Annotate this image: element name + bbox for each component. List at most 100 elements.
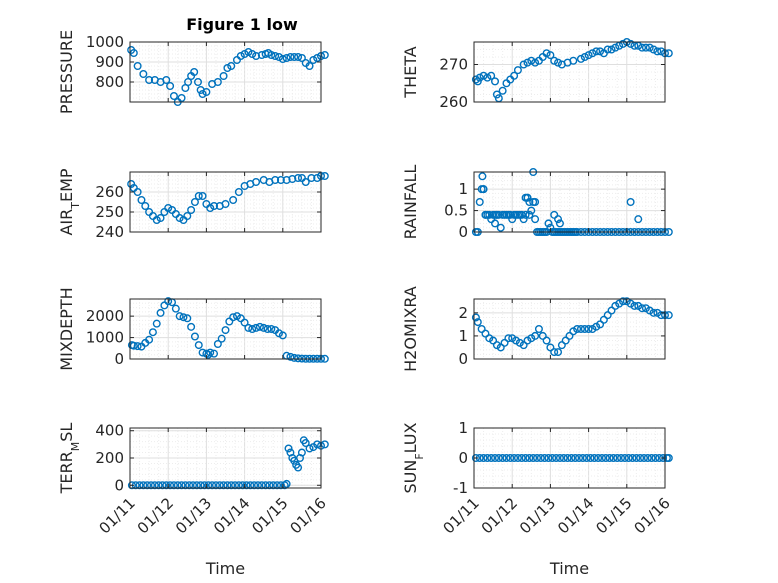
data-point — [576, 54, 585, 63]
y-tick-label: 0 — [114, 350, 124, 368]
data-point — [487, 454, 496, 463]
data-point — [506, 210, 515, 219]
data-point — [634, 215, 643, 224]
data-point — [664, 454, 673, 463]
data-point — [252, 323, 261, 332]
data-point — [187, 205, 196, 214]
data-point — [227, 62, 236, 71]
data-point — [166, 481, 175, 490]
data-point — [477, 325, 486, 334]
axes-frame — [473, 298, 666, 360]
data-point — [483, 73, 492, 82]
data-point — [187, 322, 196, 331]
data-point — [594, 454, 603, 463]
data-point — [485, 210, 494, 219]
data-point — [213, 77, 222, 86]
data-point — [544, 219, 553, 228]
data-point — [137, 195, 146, 204]
data-point — [286, 352, 295, 361]
data-point — [617, 454, 626, 463]
data-point — [649, 45, 658, 54]
data-point — [221, 326, 230, 335]
data-point — [177, 481, 186, 490]
data-point — [164, 297, 173, 306]
data-point — [190, 197, 199, 206]
data-point — [525, 197, 534, 206]
data-point — [481, 329, 490, 338]
data-point — [513, 454, 522, 463]
data-point — [479, 454, 488, 463]
data-point — [198, 191, 207, 200]
data-point — [565, 331, 574, 340]
data-point — [659, 454, 668, 463]
data-point — [280, 481, 289, 490]
data-point — [580, 53, 589, 62]
data-point — [271, 52, 280, 61]
data-point — [531, 331, 540, 340]
data-point — [229, 195, 238, 204]
data-point — [231, 481, 240, 490]
data-point — [517, 210, 526, 219]
data-point — [320, 171, 329, 180]
data-point — [252, 52, 261, 61]
data-point — [297, 54, 306, 63]
data-point — [162, 75, 171, 84]
data-point — [194, 191, 203, 200]
data-point — [238, 481, 247, 490]
data-point — [198, 89, 207, 98]
data-point — [248, 50, 257, 59]
data-point — [544, 454, 553, 463]
data-point — [479, 71, 488, 80]
data-point — [550, 56, 559, 65]
data-point — [148, 328, 157, 337]
data-point — [282, 479, 291, 488]
data-point — [192, 481, 201, 490]
data-point — [603, 45, 612, 54]
data-point — [540, 454, 549, 463]
data-point — [491, 219, 500, 228]
data-point — [498, 454, 507, 463]
data-point — [653, 47, 662, 56]
data-point — [538, 331, 547, 340]
data-point — [534, 325, 543, 334]
data-point — [639, 454, 648, 463]
y-tick-label: 1000 — [86, 329, 124, 347]
data-point — [282, 54, 291, 63]
y-tick-label: 900 — [95, 53, 124, 71]
data-point — [294, 354, 303, 363]
data-point — [169, 481, 178, 490]
data-point — [586, 454, 595, 463]
data-point — [597, 454, 606, 463]
data-point — [288, 174, 297, 183]
data-point — [618, 39, 627, 48]
data-point — [278, 55, 287, 64]
data-point — [278, 331, 287, 340]
data-point — [471, 454, 480, 463]
data-point — [259, 323, 268, 332]
data-point — [133, 342, 142, 351]
data-point — [152, 215, 161, 224]
data-point — [478, 172, 487, 181]
y-axis-label: MIXDEPTH — [57, 287, 76, 370]
data-point — [242, 481, 251, 490]
data-point — [313, 54, 322, 63]
y-tick-label: 260 — [439, 93, 468, 111]
data-point — [590, 454, 599, 463]
y-axis-label: H2OMIXRA — [401, 286, 420, 372]
data-point — [576, 325, 585, 334]
data-point — [290, 353, 299, 362]
data-point — [175, 312, 184, 321]
y-tick-label: 2000 — [86, 307, 124, 325]
data-point — [194, 341, 203, 350]
axes-frame — [473, 171, 666, 233]
data-point — [169, 91, 178, 100]
y-tick-label: 1 — [458, 419, 468, 437]
data-point — [269, 481, 278, 490]
y-tick-label: 260 — [95, 183, 124, 201]
data-point — [129, 49, 138, 58]
data-point — [248, 325, 257, 334]
data-point — [603, 311, 612, 320]
data-point — [607, 306, 616, 315]
subplot-6: 0 1 2 H2OMIXRA — [401, 286, 673, 372]
data-point — [546, 343, 555, 352]
